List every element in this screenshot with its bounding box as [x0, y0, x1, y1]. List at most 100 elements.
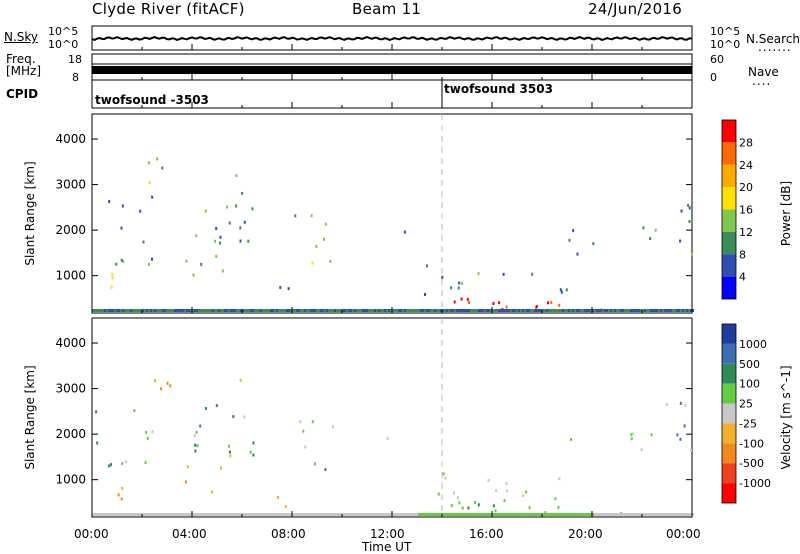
heatmap-cell: [618, 309, 620, 312]
heatmap-cell: [614, 309, 616, 312]
heatmap-cell: [532, 309, 534, 312]
heatmap-cell: [332, 425, 334, 429]
heatmap-cell: [546, 309, 548, 312]
heatmap-cell: [594, 309, 596, 312]
heatmap-cell: [576, 309, 578, 312]
heatmap-cell: [536, 309, 538, 312]
heatmap-cell: [292, 513, 294, 516]
heatmap-cell: [386, 436, 389, 440]
heatmap-cell: [572, 513, 574, 516]
heatmap-cell: [374, 309, 376, 312]
heatmap-cell: [118, 513, 120, 516]
heatmap-cell: [638, 513, 640, 516]
heatmap-cell: [466, 309, 468, 312]
heatmap-cell: [634, 513, 636, 516]
heatmap-cell: [514, 513, 516, 516]
heatmap-cell: [134, 309, 136, 312]
heatmap-cell: [558, 309, 560, 312]
heatmap-cell: [194, 309, 196, 312]
heatmap-cell: [110, 513, 112, 516]
heatmap-cell: [242, 309, 244, 312]
colorbar-tick-label: 20: [739, 181, 753, 194]
heatmap-cell: [200, 513, 202, 516]
heatmap-cell: [238, 309, 240, 312]
heatmap-cell: [120, 513, 122, 516]
heatmap-cell: [680, 309, 682, 312]
heatmap-cell: [544, 511, 547, 515]
heatmap-cell: [440, 309, 442, 312]
heatmap-cell: [138, 309, 140, 312]
heatmap-cell: [166, 381, 169, 385]
heatmap-cell: [311, 420, 314, 424]
heatmap-cell: [490, 309, 492, 312]
heatmap-cell: [186, 309, 188, 312]
heatmap-cell: [208, 309, 210, 312]
heatmap-cell: [520, 309, 522, 312]
heatmap-cell: [528, 309, 530, 312]
heatmap-cell: [232, 415, 235, 419]
heatmap-cell: [412, 513, 414, 516]
heatmap-cell: [332, 309, 334, 312]
noise-trace: [91, 36, 693, 41]
heatmap-cell: [260, 309, 262, 312]
colorbar-swatch: [722, 463, 736, 484]
heatmap-cell: [256, 513, 258, 516]
heatmap-cell: [428, 309, 430, 312]
colorbar-swatch: [722, 363, 736, 384]
heatmap-cell: [268, 513, 270, 516]
heatmap-cell: [610, 309, 612, 312]
heatmap-cell: [286, 513, 288, 516]
heatmap-cell: [626, 513, 628, 516]
heatmap-cell: [630, 513, 632, 516]
heatmap-cell: [534, 513, 536, 516]
heatmap-cell: [503, 499, 506, 503]
heatmap-cell: [280, 513, 282, 516]
heatmap-cell: [562, 309, 564, 312]
heatmap-cell: [564, 309, 566, 312]
heatmap-cell: [448, 513, 450, 516]
heatmap-cell: [121, 204, 124, 208]
heatmap-cell: [326, 513, 328, 516]
colorbar-tick-label: -25: [739, 417, 757, 430]
heatmap-cell: [168, 309, 170, 312]
heatmap-cell: [456, 513, 458, 516]
heatmap-cell: [424, 293, 426, 296]
heatmap-cell: [432, 513, 434, 516]
heatmap-cell: [294, 309, 296, 312]
heatmap-cell: [282, 513, 284, 516]
heatmap-cell: [222, 513, 224, 516]
heatmap-cell: [322, 513, 324, 516]
heatmap-cell: [219, 235, 222, 239]
heatmap-cell: [330, 513, 332, 516]
heatmap-cell: [450, 504, 453, 507]
heatmap-cell: [151, 257, 153, 261]
heatmap-cell: [208, 513, 210, 516]
heatmap-cell: [578, 309, 580, 312]
heatmap-cell: [630, 437, 633, 441]
heatmap-cell: [636, 513, 638, 516]
heatmap-cell: [108, 513, 110, 516]
heatmap-cell: [559, 288, 562, 292]
heatmap-cell: [687, 203, 690, 207]
heatmap-cell: [494, 513, 496, 516]
heatmap-cell: [492, 504, 495, 508]
heatmap-cell: [178, 513, 180, 516]
heatmap-cell: [622, 513, 624, 516]
heatmap-cell: [252, 441, 255, 445]
heatmap-cell: [500, 513, 502, 516]
heatmap-cell: [262, 513, 264, 516]
heatmap-cell: [403, 230, 406, 234]
heatmap-cell: [466, 513, 468, 516]
heatmap-cell: [380, 513, 382, 516]
heatmap-cell: [128, 513, 130, 516]
heatmap-cell: [186, 465, 189, 469]
heatmap-cell: [682, 513, 684, 516]
noise-left-tick-bottom: 10^0: [48, 38, 79, 51]
heatmap-cell: [154, 513, 156, 516]
heatmap-cell: [648, 513, 650, 516]
heatmap-cell: [446, 309, 448, 312]
heatmap-cell: [646, 309, 648, 312]
noise-left-tick-top: 10^5: [48, 25, 79, 38]
heatmap-cell: [540, 513, 542, 516]
heatmap-cell: [414, 513, 416, 516]
